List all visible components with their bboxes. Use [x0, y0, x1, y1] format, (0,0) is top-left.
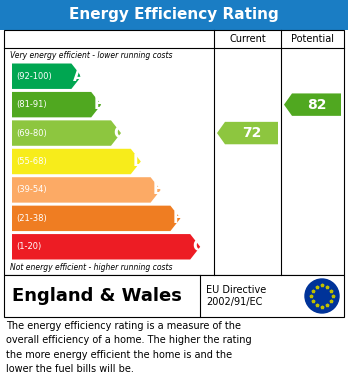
Text: 72: 72 — [242, 126, 261, 140]
Text: G: G — [192, 239, 205, 254]
Text: England & Wales: England & Wales — [12, 287, 182, 305]
Bar — [4, 30, 344, 275]
Bar — [0, 0, 348, 30]
Text: D: D — [133, 154, 145, 169]
Text: C: C — [113, 126, 124, 141]
Text: (39-54): (39-54) — [16, 185, 47, 194]
Polygon shape — [12, 63, 81, 89]
Text: E: E — [153, 183, 163, 197]
Circle shape — [305, 279, 339, 313]
Polygon shape — [12, 206, 180, 231]
Text: (69-80): (69-80) — [16, 129, 47, 138]
Polygon shape — [12, 149, 141, 174]
Polygon shape — [12, 234, 200, 260]
Text: F: F — [172, 211, 183, 226]
Text: Energy Efficiency Rating: Energy Efficiency Rating — [69, 7, 279, 23]
Polygon shape — [12, 92, 101, 117]
Text: (55-68): (55-68) — [16, 157, 47, 166]
Text: The energy efficiency rating is a measure of the
overall efficiency of a home. T: The energy efficiency rating is a measur… — [6, 321, 252, 374]
Text: Very energy efficient - lower running costs: Very energy efficient - lower running co… — [10, 50, 173, 59]
Polygon shape — [12, 177, 160, 203]
Text: (1-20): (1-20) — [16, 242, 41, 251]
Bar — [4, 275, 344, 317]
Polygon shape — [12, 120, 121, 146]
Text: B: B — [93, 97, 105, 112]
Polygon shape — [217, 122, 278, 144]
Text: A: A — [73, 69, 85, 84]
Text: (92-100): (92-100) — [16, 72, 52, 81]
Text: Not energy efficient - higher running costs: Not energy efficient - higher running co… — [10, 264, 173, 273]
Text: 82: 82 — [307, 98, 326, 112]
Text: (21-38): (21-38) — [16, 214, 47, 223]
Text: EU Directive
2002/91/EC: EU Directive 2002/91/EC — [206, 285, 266, 307]
Text: (81-91): (81-91) — [16, 100, 47, 109]
Text: Current: Current — [229, 34, 266, 44]
Text: Potential: Potential — [291, 34, 334, 44]
Polygon shape — [284, 93, 341, 116]
